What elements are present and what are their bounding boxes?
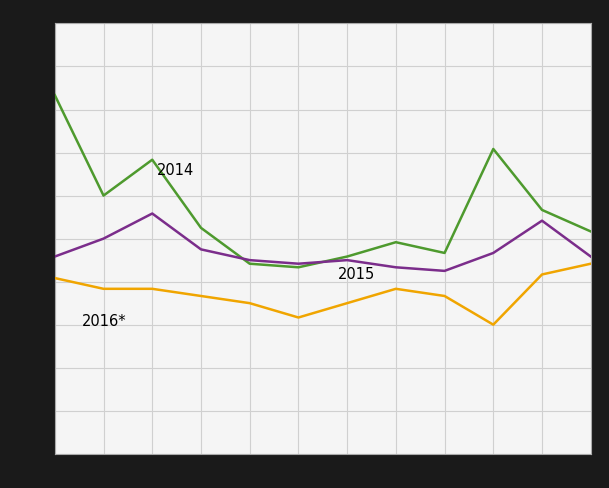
Text: 2015: 2015 <box>337 266 375 282</box>
Text: 2016*: 2016* <box>82 313 126 328</box>
Text: 2014: 2014 <box>157 163 194 178</box>
